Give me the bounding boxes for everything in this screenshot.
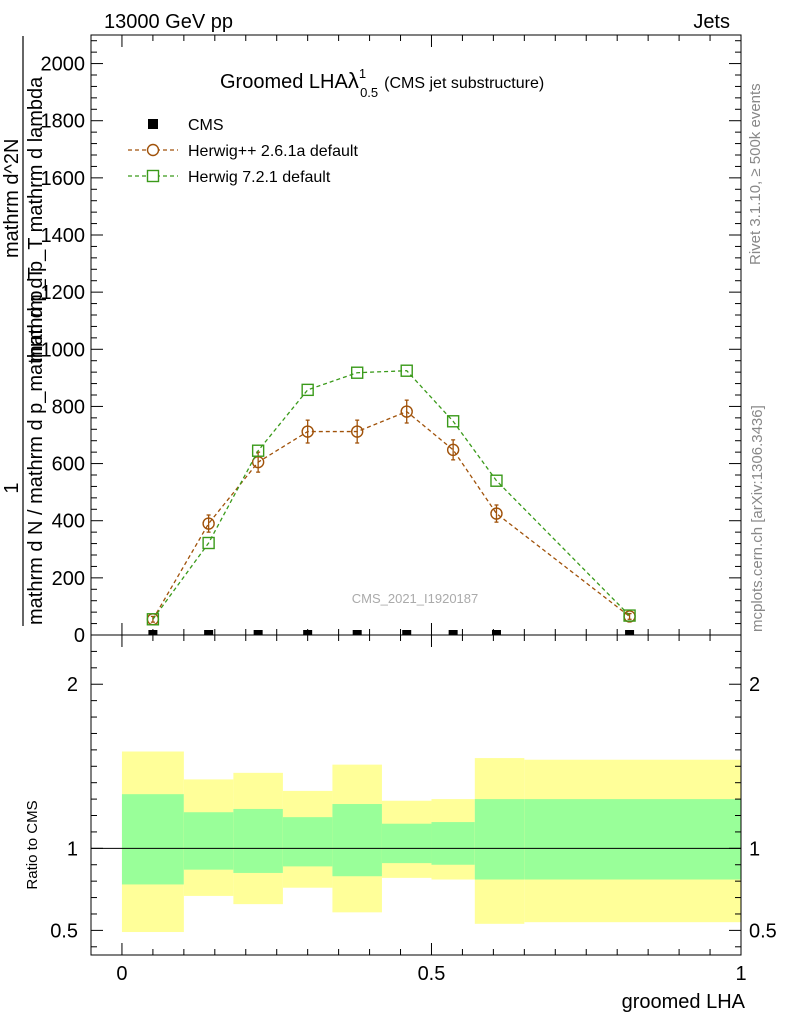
y-tick-label: 800 (52, 396, 85, 418)
ratio-panel-axes: 0.5 0.51 12 20 0.5 1 (50, 634, 777, 985)
y-title-extra: mathrm d^2N (1, 139, 23, 258)
ratio-band-inner-2 (233, 808, 283, 873)
y-tick-label: 2000 (41, 54, 86, 76)
ratio-band-inner-7 (474, 799, 525, 880)
ratio-band-inner-0 (121, 794, 184, 885)
legend-marker-cms (148, 119, 158, 129)
data-point-herwigpp (301, 425, 314, 438)
mcplots-label: mcplots.cern.ch [arXiv:1306.3436] (749, 405, 766, 632)
y-title-numerator: 1 (1, 482, 23, 493)
y-title-denominator: mathrm d N / mathrm d p_mathrm d p_T (25, 267, 47, 625)
chart-subtitle: (CMS jet substructure) (384, 75, 544, 92)
series-line-herwig-2-6-1a-default (152, 410, 630, 620)
data-point-cms (253, 630, 263, 635)
ratio-y-tick-label-left: 1 (67, 838, 78, 860)
y-tick-label: 0 (74, 625, 85, 647)
main-panel-series (146, 364, 636, 635)
y-tick-label: 400 (52, 511, 85, 533)
y-title-extra2: mathrm d p_T mathrm d lambda (25, 76, 47, 362)
data-point-herwig7 (251, 444, 265, 457)
legend-marker-circle (146, 143, 160, 157)
ratio-panel-bands (91, 751, 741, 933)
ratio-band-inner-8 (524, 799, 741, 880)
y-tick-label: 1800 (41, 111, 86, 133)
data-point-herwig7 (446, 415, 460, 428)
ratio-y-tick-label-right: 1 (749, 838, 760, 860)
data-point-cms (352, 630, 362, 635)
main-y-axis-title: 1 mathrm d N / mathrm d p_mathrm d p_T m… (1, 36, 47, 626)
y-tick-label: 1000 (41, 339, 86, 361)
header-jets-label: Jets (693, 11, 730, 33)
legend-label: CMS (188, 117, 224, 134)
data-point-herwigpp (446, 443, 460, 457)
legend-label: Herwig 7.2.1 default (188, 169, 331, 186)
ratio-band-inner-1 (183, 812, 234, 870)
chart-title: Groomed LHAλ1 0.5 (CMS jet substructure) (220, 66, 544, 100)
ratio-y-tick-label-right: 2 (749, 674, 760, 696)
data-point-herwig7 (301, 383, 314, 397)
data-point-herwigpp (350, 425, 364, 438)
series-line-herwig-7-2-1-default (152, 370, 631, 620)
chart-title-text: Groomed LHA (220, 71, 348, 93)
data-point-herwig7 (202, 536, 215, 550)
ratio-y-tick-label-left: 0.5 (50, 920, 78, 942)
chart-title-sub: 0.5 (360, 85, 378, 100)
data-point-cms (448, 630, 458, 635)
ratio-y-tick-label-right: 0.5 (749, 920, 777, 942)
ratio-y-axis-title: Ratio to CMS (24, 800, 41, 889)
data-point-herwigpp (202, 517, 215, 530)
data-point-herwig7 (490, 474, 503, 487)
ratio-band-inner-6 (431, 822, 475, 865)
y-tick-label: 200 (52, 568, 85, 590)
data-point-cms (204, 630, 214, 635)
y-tick-label: 1600 (41, 168, 86, 190)
header-collision-label: 13000 GeV pp (104, 11, 233, 33)
x-tick-label: 1 (735, 963, 746, 985)
main-panel-axes: 0 200 400 600 800 1000 1200 1400 1600 1800 2000 (41, 34, 742, 647)
ratio-band-inner-4 (332, 804, 382, 877)
y-tick-label: 1200 (41, 282, 86, 304)
chart-title-symbol: λ (348, 68, 359, 93)
data-point-herwig7 (146, 613, 160, 626)
data-point-herwig7 (400, 364, 413, 377)
chart-title-sup: 1 (359, 66, 366, 81)
data-point-herwigpp (490, 507, 503, 520)
ratio-frame (90, 634, 742, 956)
data-point-herwig7 (350, 366, 364, 379)
legend: CMS Herwig++ 2.6.1a default Herwig 7.2.1 d… (128, 117, 358, 186)
data-point-herwig7 (623, 609, 636, 622)
legend-marker-square (146, 169, 160, 183)
data-point-cms (491, 630, 501, 635)
y-tick-label: 600 (52, 454, 85, 476)
ratio-y-tick-label-left: 2 (67, 674, 78, 696)
legend-label: Herwig++ 2.6.1a default (188, 143, 358, 160)
x-axis-title: groomed LHA (622, 991, 746, 1013)
x-tick-label: 0 (116, 963, 127, 985)
x-tick-label: 0.5 (418, 963, 446, 985)
data-point-herwigpp (400, 405, 413, 418)
data-point-cms (402, 630, 412, 635)
analysis-watermark: CMS_2021_I1920187 (352, 591, 479, 606)
y-tick-label: 1400 (41, 225, 86, 247)
ratio-band-inner-3 (282, 817, 333, 867)
ratio-band-inner-5 (381, 823, 432, 864)
rivet-version-label: Rivet 3.1.10, ≥ 500k events (747, 83, 764, 265)
data-point-cms (625, 630, 635, 635)
